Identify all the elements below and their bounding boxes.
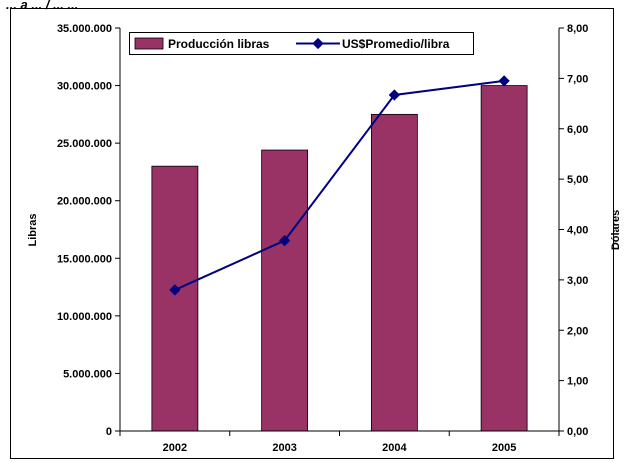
y-right-tick-label: 3,00 [567, 275, 588, 287]
header-text: ... a ... / ... ... [6, 0, 78, 12]
y-left-tick-label: 30.000.000 [57, 81, 112, 93]
y-left-tick-label: 15.000.000 [57, 253, 112, 265]
y-left-tick-label: 20.000.000 [57, 196, 112, 208]
legend: Producción libras US$Promedio/libra [129, 32, 474, 55]
y-left-tick-label: 0 [106, 426, 112, 438]
x-tick-label-2004: 2004 [382, 442, 407, 454]
x-tick-label-2005: 2005 [492, 442, 516, 454]
y-right-tick-label: 2,00 [567, 325, 588, 337]
y-left-tick-label: 25.000.000 [57, 138, 112, 150]
y-axis-left-title: Libras [27, 213, 39, 246]
x-tick-label-2003: 2003 [272, 442, 296, 454]
point-promedio-2002 [169, 284, 181, 296]
y-right-tick-label: 0,00 [567, 426, 588, 438]
y-left-tick-label: 35.000.000 [57, 23, 112, 35]
y-right-tick-label: 7,00 [567, 73, 588, 85]
y-axis-right-title: Dólares [610, 210, 622, 250]
bar-2003 [261, 149, 309, 432]
y-right-tick-label: 8,00 [567, 23, 588, 35]
x-tick-label-2002: 2002 [163, 442, 187, 454]
legend-marker-promedio [312, 37, 324, 50]
legend-label-promedio: US$Promedio/libra [342, 37, 450, 51]
legend-swatch-produccion [134, 37, 164, 50]
y-right-tick-label: 6,00 [567, 124, 588, 136]
bar-2005 [480, 85, 528, 432]
line-promedio [174, 79, 505, 291]
point-promedio-2003 [278, 234, 291, 247]
bar-2004 [370, 113, 418, 432]
y-left-tick-label: 5.000.000 [63, 368, 112, 380]
y-right-tick-label: 1,00 [567, 376, 588, 388]
bar-2002 [151, 165, 199, 432]
y-right-tick-label: 5,00 [567, 174, 588, 186]
legend-label-produccion: Producción libras [168, 37, 270, 51]
y-right-tick-label: 4,00 [567, 225, 588, 237]
y-left-tick-label: 10.000.000 [57, 311, 112, 323]
